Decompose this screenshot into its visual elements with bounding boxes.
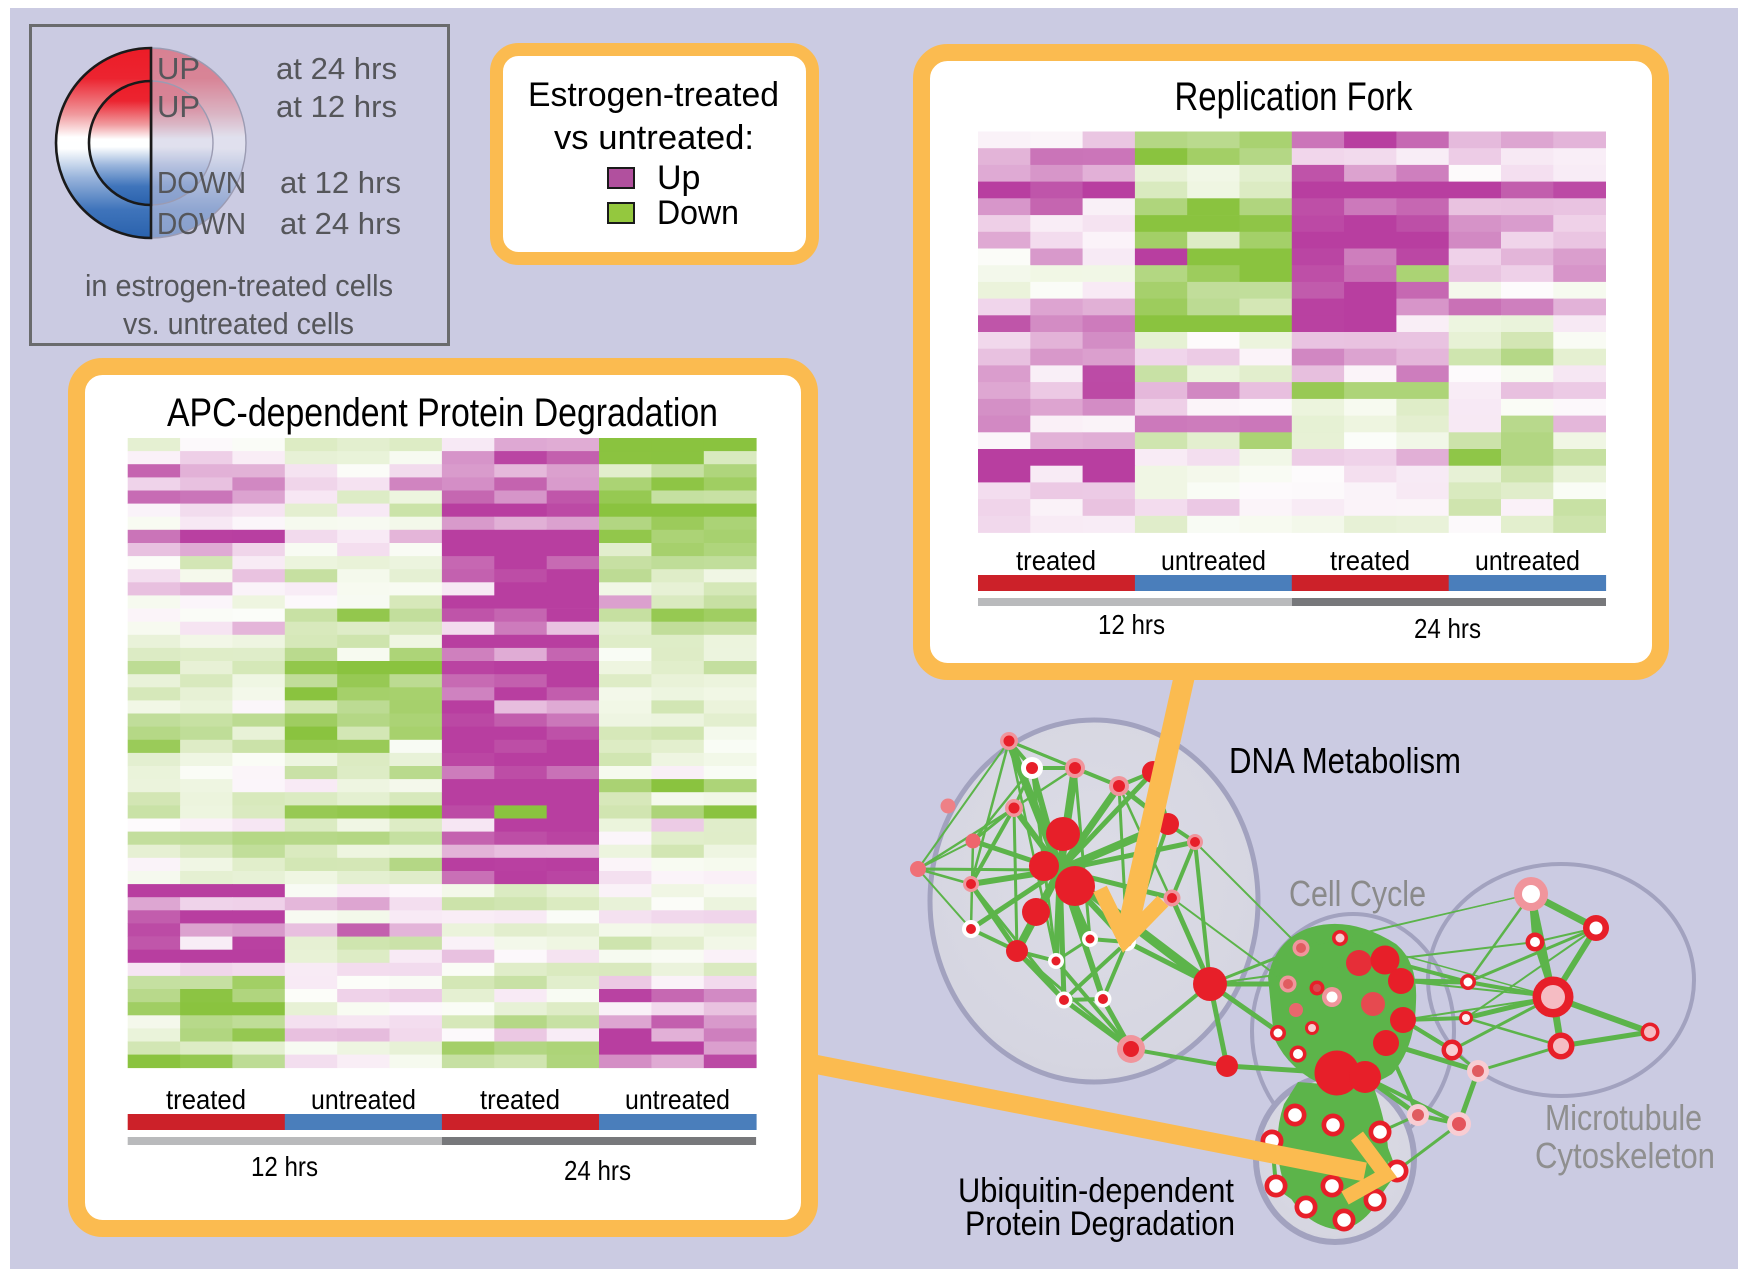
svg-text:UP: UP [157,89,200,124]
svg-text:Up: Up [657,159,700,197]
svg-text:untreated: untreated [625,1084,730,1115]
svg-text:treated: treated [1330,545,1410,576]
svg-text:Replication Fork: Replication Fork [1175,75,1414,119]
svg-text:vs untreated:: vs untreated: [554,119,754,157]
svg-text:treated: treated [166,1084,246,1115]
svg-text:Microtubule: Microtubule [1545,1097,1702,1138]
svg-text:Cell Cycle: Cell Cycle [1289,873,1426,914]
svg-text:12 hrs: 12 hrs [1098,609,1165,640]
svg-text:Estrogen-treated: Estrogen-treated [528,76,779,114]
svg-text:Protein Degradation: Protein Degradation [965,1205,1235,1243]
svg-text:vs. untreated cells: vs. untreated cells [123,306,354,341]
svg-text:Cytoskeleton: Cytoskeleton [1535,1135,1715,1176]
svg-text:Down: Down [657,194,739,232]
svg-text:APC-dependent Protein Degradat: APC-dependent Protein Degradation [167,391,718,435]
svg-text:24 hrs: 24 hrs [564,1155,631,1186]
svg-text:DOWN: DOWN [157,165,246,200]
svg-text:at 24 hrs: at 24 hrs [280,206,401,241]
svg-text:untreated: untreated [1161,545,1266,576]
svg-text:DNA Metabolism: DNA Metabolism [1229,740,1461,781]
svg-text:untreated: untreated [1475,545,1580,576]
svg-text:at 12 hrs: at 12 hrs [280,165,401,200]
svg-text:in estrogen-treated cells: in estrogen-treated cells [85,268,393,303]
svg-text:Ubiquitin-dependent: Ubiquitin-dependent [958,1172,1234,1210]
svg-text:at 12 hrs: at 12 hrs [276,89,397,124]
svg-text:UP: UP [157,51,200,86]
svg-text:treated: treated [480,1084,560,1115]
svg-text:treated: treated [1016,545,1096,576]
svg-text:12 hrs: 12 hrs [251,1151,318,1182]
svg-text:24 hrs: 24 hrs [1414,613,1481,644]
svg-text:DOWN: DOWN [157,206,246,241]
svg-text:at 24 hrs: at 24 hrs [276,51,397,86]
svg-text:untreated: untreated [311,1084,416,1115]
